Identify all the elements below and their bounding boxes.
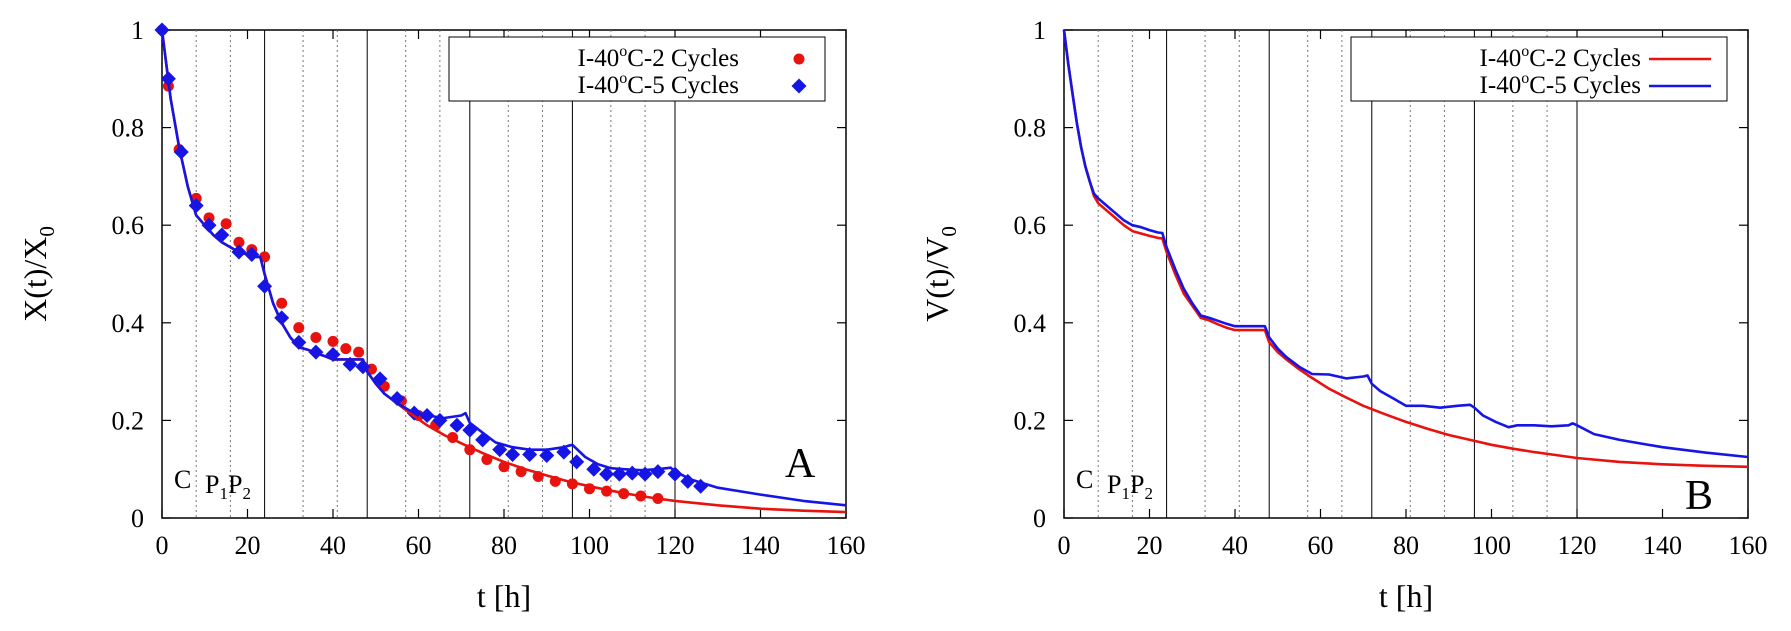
- x-tick-label: 20: [1137, 531, 1163, 560]
- phase-label-p1-b: P1P2: [1107, 470, 1153, 503]
- phase-label-p1-a: P1P2: [205, 470, 251, 503]
- x-axis-label-b: t [h]: [1379, 578, 1433, 614]
- legend-label: I-40oC-2 Cycles: [1480, 43, 1641, 72]
- legend-box-a: [448, 36, 826, 102]
- x-tick-label: 0: [156, 531, 169, 560]
- data-point-diamond: [680, 473, 696, 489]
- data-point-circle: [340, 343, 352, 355]
- chart-panel-b: 0 20 40 60 80 100 120 140 160 0 0.2 0.4 0.6 0.8 1 I-40…: [919, 16, 1768, 614]
- legend-label: I-40oC-5 Cycles: [1480, 70, 1641, 99]
- data-point-circle: [293, 322, 305, 334]
- data-point-diamond: [389, 390, 405, 406]
- x-tick-label: 160: [1729, 531, 1768, 560]
- data-point-diamond: [650, 464, 666, 480]
- chart-panel-a: 0 20 40 60 80 100 120 140 160 0 0.2 0.4 0.6 0.8 1 I-40…: [17, 16, 866, 614]
- x-tick-label: 140: [741, 531, 780, 560]
- axes-b: 0 20 40 60 80 100 120 140 160 0 0.2 0.4 0.6 0.8 1: [1014, 16, 1768, 560]
- data-point-diamond: [569, 454, 585, 470]
- data-point-diamond: [449, 417, 465, 433]
- y-tick-label: 0.6: [1014, 211, 1047, 240]
- legend-box-b: [1350, 36, 1728, 102]
- data-point-diamond: [539, 448, 555, 464]
- x-tick-label: 40: [320, 531, 346, 560]
- data-point-diamond: [475, 432, 491, 448]
- x-tick-label: 80: [1393, 531, 1419, 560]
- y-tick-label: 0: [1033, 504, 1046, 533]
- data-point-diamond: [201, 217, 217, 233]
- x-tick-label: 80: [491, 531, 517, 560]
- legend-swatch-diamond: [791, 78, 807, 94]
- data-point-diamond: [505, 447, 521, 463]
- data-point-diamond: [667, 466, 683, 482]
- data-point-circle: [276, 297, 288, 309]
- y-tick-label: 1: [1033, 16, 1046, 45]
- y-tick-label: 0.4: [112, 309, 145, 338]
- panel-label-a: A: [785, 441, 816, 487]
- y-tick-label: 1: [131, 16, 144, 45]
- phase-dividers-a: [195, 30, 676, 518]
- x-tick-label: 160: [827, 531, 866, 560]
- x-tick-label: 40: [1222, 531, 1248, 560]
- y-tick-label: 0.2: [1014, 406, 1047, 435]
- x-tick-label: 140: [1643, 531, 1682, 560]
- data-point-circle: [220, 218, 232, 230]
- data-point-circle: [327, 335, 339, 347]
- y-tick-label: 0.6: [112, 211, 145, 240]
- data-point-diamond: [599, 466, 615, 482]
- data-point-diamond: [624, 465, 640, 481]
- y-axis-label-b: V(t)/V0: [919, 226, 961, 322]
- phase-label-c-a: C: [174, 465, 191, 494]
- legend-label: I-40oC-2 Cycles: [578, 43, 739, 72]
- x-axis-label-a: t [h]: [477, 578, 531, 614]
- phase-dividers-b: [1097, 30, 1578, 518]
- axes-a: 0 20 40 60 80 100 120 140 160 0 0.2 0.4 0.6 0.8 1: [112, 16, 866, 560]
- y-tick-label: 0.2: [112, 406, 145, 435]
- x-tick-label: 120: [1558, 531, 1597, 560]
- x-tick-label: 100: [1472, 531, 1511, 560]
- y-tick-label: 0: [131, 504, 144, 533]
- series-line-1: [1062, 29, 1749, 459]
- data-point-circle: [310, 331, 322, 343]
- data-point-circle: [233, 236, 245, 248]
- data-point-diamond: [291, 334, 307, 350]
- legend-label: I-40oC-5 Cycles: [578, 70, 739, 99]
- x-tick-label: 20: [235, 531, 261, 560]
- series-marks-a: [154, 22, 847, 514]
- data-point-diamond: [462, 422, 478, 438]
- series-line-0: [1062, 29, 1749, 469]
- y-axis-label-a: X(t)/X0: [17, 226, 59, 322]
- x-tick-label: 100: [570, 531, 609, 560]
- x-tick-label: 60: [406, 531, 432, 560]
- data-point-circle: [353, 346, 365, 358]
- y-tick-label: 0.4: [1014, 309, 1047, 338]
- legend-swatch-circle: [793, 53, 805, 65]
- x-tick-label: 0: [1058, 531, 1071, 560]
- y-tick-label: 0.8: [112, 114, 145, 143]
- data-point-diamond: [214, 227, 230, 243]
- x-tick-label: 60: [1308, 531, 1334, 560]
- x-tick-label: 120: [656, 531, 695, 560]
- series-marks-b: [1062, 29, 1749, 469]
- series-line-3: [160, 29, 847, 507]
- phase-label-c-b: C: [1076, 465, 1093, 494]
- y-tick-label: 0.8: [1014, 114, 1047, 143]
- panel-label-b: B: [1685, 473, 1713, 519]
